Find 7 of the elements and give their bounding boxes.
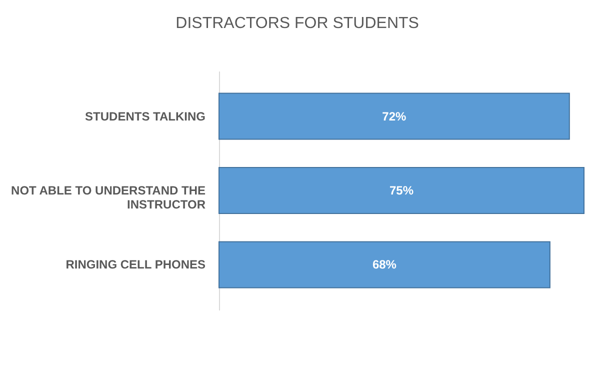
y-tick-label: STUDENTS TALKING [85, 109, 206, 124]
y-tick-label: RINGING CELL PHONES [66, 258, 206, 272]
data-label: 68% [372, 258, 397, 272]
y-tick-label: NOT ABLE TO UNDERSTAND THE INSTRUCTOR [11, 184, 206, 212]
chart-title: DISTRACTORS FOR STUDENTS [176, 15, 419, 32]
data-label: 72% [382, 109, 407, 124]
data-label: 75% [389, 184, 414, 198]
